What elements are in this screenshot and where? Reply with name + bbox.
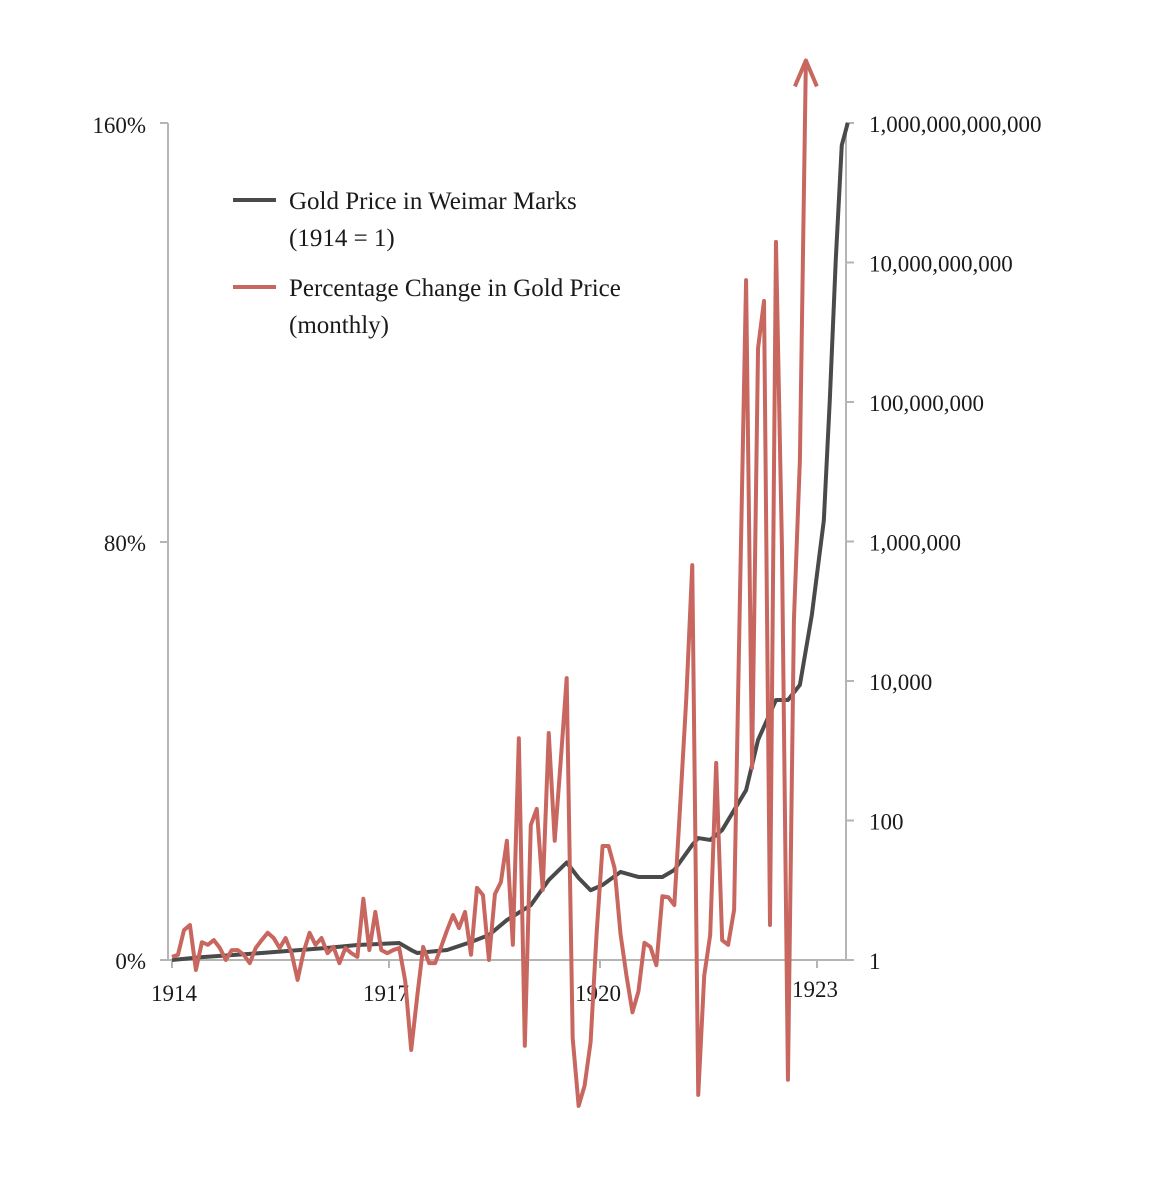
left-tick-label: 80%	[104, 531, 146, 556]
right-tick-label: 100,000,000	[869, 391, 984, 416]
series-layer	[171, 58, 850, 1108]
legend-sublabel-gold-price: (1914 = 1)	[289, 225, 395, 252]
x-tick-label: 1923	[792, 977, 838, 1002]
right-axis: 1 100 10,000 1,000,000 100,000,000 10,000,000…	[845, 112, 1042, 974]
x-axis: 1914 1917 1920 1923	[151, 959, 852, 1006]
arrow-up-icon	[793, 58, 819, 88]
left-tick-label: 160%	[92, 113, 146, 138]
gold-price-line	[171, 122, 850, 962]
right-tick-label: 1	[869, 949, 881, 974]
left-axis: 0% 80% 160%	[92, 113, 169, 974]
x-tick-label: 1917	[363, 981, 409, 1006]
legend-label-gold-price: Gold Price in Weimar Marks	[289, 188, 577, 215]
legend: Gold Price in Weimar Marks (1914 = 1) Pe…	[233, 188, 621, 339]
legend-label-pct-change: Percentage Change in Gold Price	[289, 275, 621, 302]
right-tick-label: 10,000,000,000	[869, 252, 1013, 277]
x-tick-label: 1914	[151, 981, 198, 1006]
legend-sublabel-pct-change: (monthly)	[289, 312, 389, 339]
x-tick-label: 1920	[575, 981, 621, 1006]
right-tick-label: 10,000	[869, 670, 932, 695]
right-tick-label: 1,000,000	[869, 531, 961, 556]
pct-change-line	[171, 60, 808, 1108]
left-tick-label: 0%	[115, 949, 146, 974]
right-tick-label: 1,000,000,000,000	[869, 112, 1042, 137]
right-tick-label: 100	[869, 810, 904, 835]
